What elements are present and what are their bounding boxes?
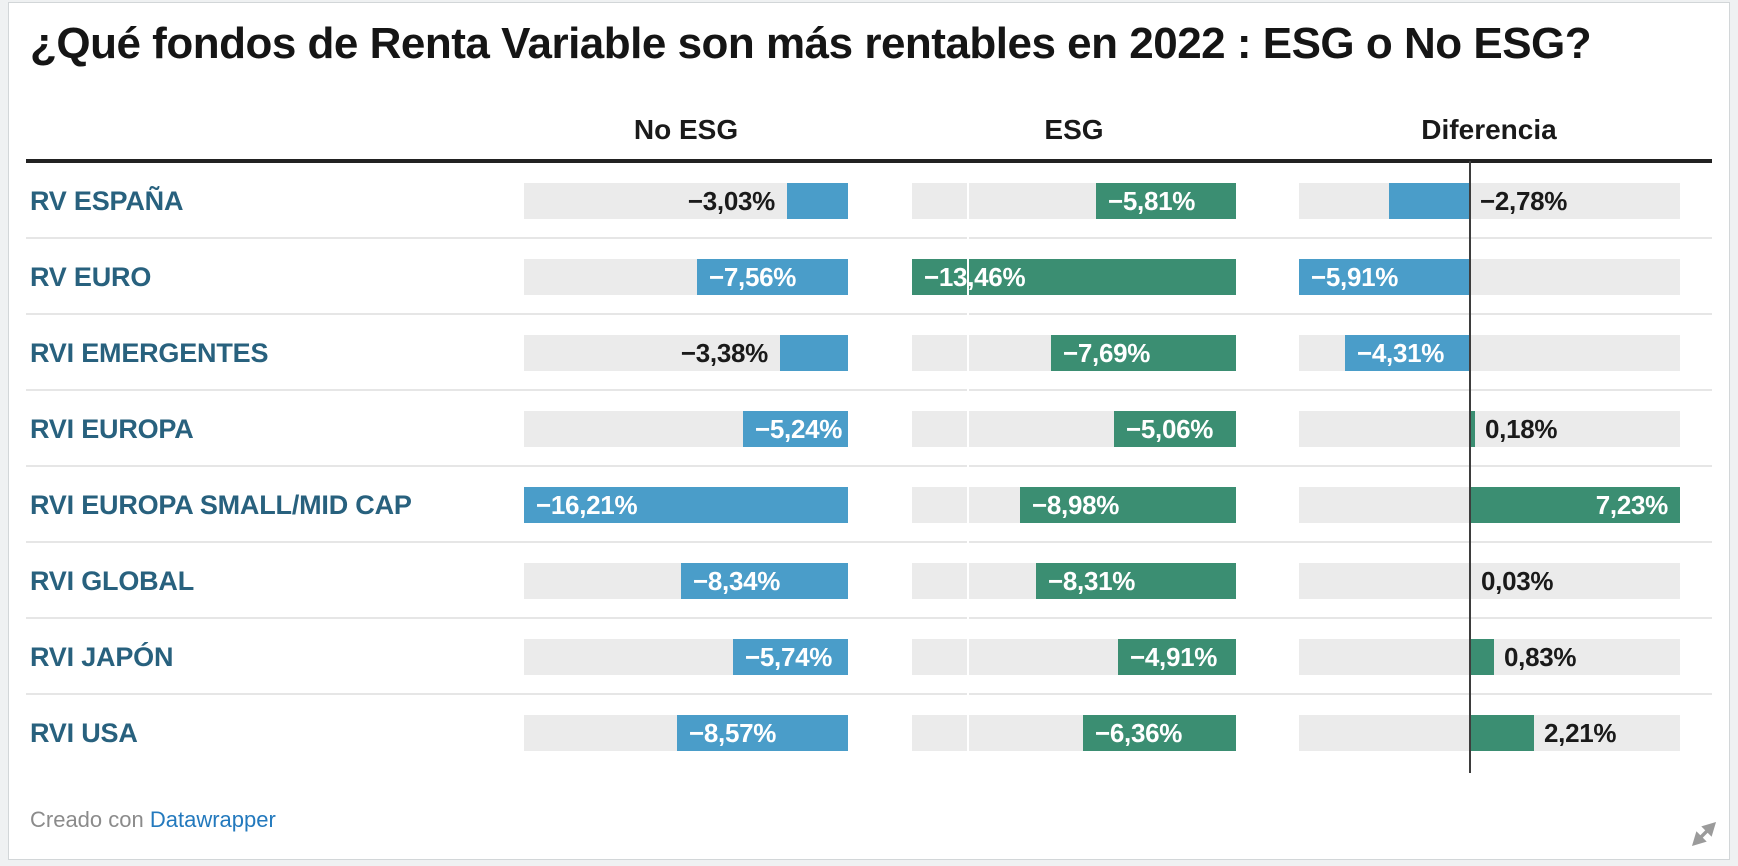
table-row: RVI EUROPA SMALL/MID CAP −16,21% −8,98% 7,2…	[26, 467, 1712, 543]
footer: Creado con Datawrapper	[30, 807, 276, 833]
value-label: −8,98%	[1032, 490, 1120, 520]
table-row: RVI EUROPA −5,24% −5,06% 0,18%	[26, 391, 1712, 467]
value-label: −16,21%	[536, 490, 638, 520]
value-label: −8,31%	[1048, 566, 1136, 596]
value-bar	[1114, 411, 1236, 447]
value-label: −3,03%	[687, 186, 775, 216]
table-row: RVI USA −8,57% −6,36% 2,21%	[26, 695, 1712, 771]
value-bar	[1118, 639, 1236, 675]
bar-track	[1299, 411, 1680, 447]
table-row: RVI GLOBAL −8,34% −8,31% 0,03%	[26, 543, 1712, 619]
value-bar	[1036, 563, 1236, 599]
value-bar	[1470, 639, 1494, 675]
header-rule	[26, 159, 1712, 163]
datawrapper-link[interactable]: Datawrapper	[149, 807, 276, 832]
row-label: RVI GLOBAL	[30, 566, 195, 596]
value-bar	[1470, 715, 1534, 751]
table-row: RVI JAPÓN −5,74% −4,91% 0,83%	[26, 619, 1712, 695]
value-label: −5,91%	[1311, 262, 1399, 292]
value-label: −5,06%	[1126, 414, 1214, 444]
value-label: −7,56%	[709, 262, 797, 292]
value-bar	[1051, 335, 1236, 371]
value-label: −6,36%	[1095, 718, 1183, 748]
row-label: RVI EMERGENTES	[30, 338, 269, 368]
value-bar	[1389, 183, 1470, 219]
value-bar	[524, 487, 848, 523]
value-bar	[1020, 487, 1236, 523]
row-label: RV ESPAÑA	[30, 186, 184, 216]
value-bar	[1083, 715, 1236, 751]
row-label: RVI JAPÓN	[30, 642, 174, 672]
value-bar	[1299, 259, 1470, 295]
value-bar	[733, 639, 848, 675]
value-bar	[1345, 335, 1470, 371]
value-bar	[681, 563, 848, 599]
value-label: −4,91%	[1130, 642, 1218, 672]
value-bar	[780, 335, 848, 371]
bar-track	[1299, 183, 1680, 219]
value-bar	[1096, 183, 1236, 219]
table-row: RV EURO −7,56% −13,46% −5,91%	[26, 239, 1712, 315]
value-label: 0,83%	[1504, 642, 1577, 672]
column-header-no-esg: No ESG	[633, 114, 739, 145]
bar-track	[1299, 563, 1680, 599]
column-header-diferencia: Diferencia	[1421, 114, 1557, 145]
footer-credit-text: Creado con	[30, 807, 150, 832]
value-label: 7,23%	[1595, 490, 1669, 520]
cell-boundary-seam	[967, 163, 969, 771]
value-label: −8,34%	[693, 566, 781, 596]
resize-handle-icon[interactable]	[1691, 821, 1717, 847]
row-label: RVI USA	[30, 718, 138, 748]
value-label: 0,18%	[1485, 414, 1558, 444]
chart-card: ¿Qué fondos de Renta Variable son más re…	[8, 2, 1730, 860]
value-bar	[697, 259, 848, 295]
value-bar	[677, 715, 848, 751]
column-header-esg: ESG	[1044, 114, 1104, 145]
value-bar	[787, 183, 848, 219]
value-label: −5,24%	[755, 414, 843, 444]
value-bar	[743, 411, 848, 447]
value-label: −7,69%	[1063, 338, 1151, 368]
value-label: −3,38%	[680, 338, 768, 368]
value-label: 0,03%	[1481, 566, 1554, 596]
table-row: RV ESPAÑA −3,03% −5,81% −2,78%	[26, 163, 1712, 239]
value-label: −4,31%	[1357, 338, 1445, 368]
row-label: RVI EUROPA SMALL/MID CAP	[30, 490, 412, 520]
chart-title: ¿Qué fondos de Renta Variable son más re…	[30, 19, 1592, 68]
value-label: −13,46%	[924, 262, 1026, 292]
value-label: −8,57%	[689, 718, 777, 748]
row-label: RVI EUROPA	[30, 414, 194, 444]
value-label: −2,78%	[1480, 186, 1568, 216]
zero-axis-line	[1469, 161, 1471, 773]
row-label: RV EURO	[30, 262, 152, 292]
value-label: −5,81%	[1108, 186, 1196, 216]
value-label: −5,74%	[745, 642, 833, 672]
value-bar	[1470, 487, 1680, 523]
value-label: 2,21%	[1544, 718, 1617, 748]
value-bar	[1470, 411, 1475, 447]
value-bar	[912, 259, 1236, 295]
table-row: RVI EMERGENTES −3,38% −7,69% −4,31%	[26, 315, 1712, 391]
